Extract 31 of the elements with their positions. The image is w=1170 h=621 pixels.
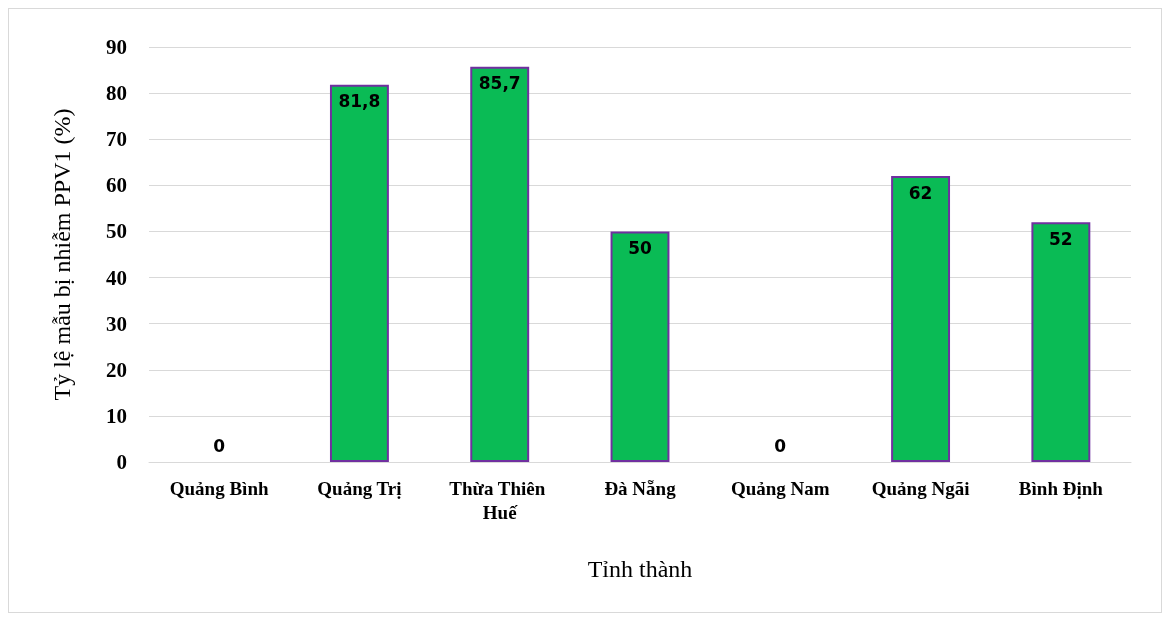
data-label: 0	[213, 435, 226, 456]
y-tick-label: 0	[116, 450, 127, 474]
bar	[470, 66, 530, 462]
x-tick-label: Bình Định	[1018, 477, 1104, 499]
data-label: 85,7	[478, 73, 521, 94]
y-tick-label: 30	[106, 311, 127, 336]
data-label: 52	[1049, 228, 1073, 249]
y-tick-label: 20	[106, 357, 127, 382]
y-tick-label: 10	[106, 403, 127, 428]
y-tick-label: 50	[106, 219, 127, 244]
x-axis-title: Tỉnh thành	[587, 556, 693, 582]
y-tick-label: 80	[106, 81, 127, 106]
x-tick-label: Quảng Bình	[169, 477, 269, 499]
bar	[891, 176, 951, 462]
data-label: 62	[908, 182, 933, 203]
data-label: 50	[628, 237, 652, 258]
x-tick-label: Quảng Ngãi	[871, 477, 970, 499]
y-tick-label: 60	[106, 173, 127, 198]
x-tick-label: Đà Nẵng	[604, 477, 677, 499]
y-axis-title: Tỷ lệ mẫu bị nhiễm PPV1 (%)	[49, 108, 75, 401]
x-tick-label: Quảng Nam	[730, 477, 830, 499]
bar	[610, 231, 670, 462]
bar	[1031, 222, 1091, 462]
x-tick-label: Quảng Trị	[317, 477, 402, 499]
data-label: 0	[774, 435, 787, 456]
y-tick-label: 40	[106, 265, 127, 290]
bar	[329, 84, 389, 462]
y-tick-label: 90	[106, 35, 127, 59]
x-tick-label: Thừa Thiên Huế	[449, 477, 551, 523]
y-tick-label: 70	[106, 127, 127, 152]
data-label: 81,8	[338, 91, 381, 112]
